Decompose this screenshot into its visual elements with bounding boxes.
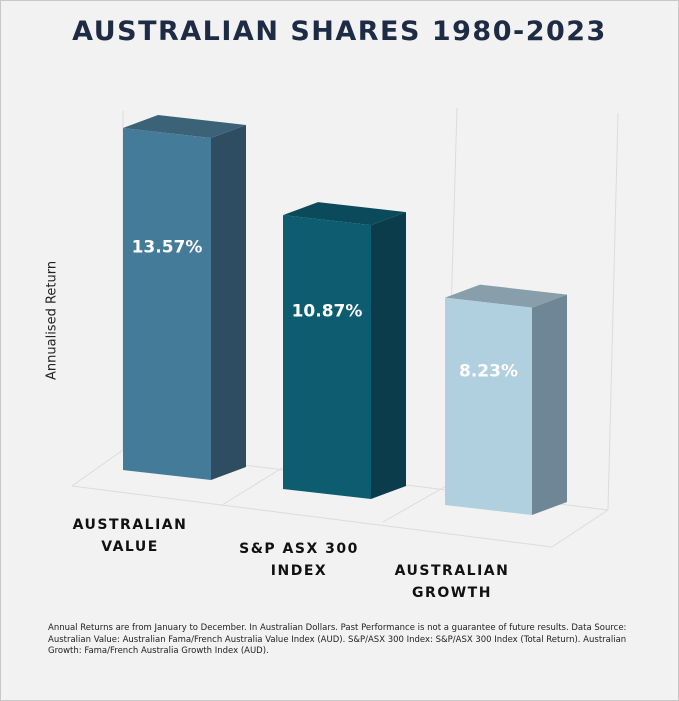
bar [283,215,371,500]
bar-top-face [445,284,567,308]
category-label-line: S&P ASX 300 [239,541,359,557]
floor-gridline [607,112,619,511]
footnote: Annual Returns are from January to Decem… [48,623,627,656]
bar-side-face [371,212,406,500]
bar-side-face [211,125,246,480]
bar-group [123,115,567,515]
bar [123,128,211,480]
category-label-australian-value: AUSTRALIAN VALUE [50,514,210,558]
category-label-line: AUSTRALIAN [394,563,510,579]
chart-title: AUSTRALIAN SHARES 1980-2023 [72,16,607,47]
category-label-line: GROWTH [412,585,492,601]
data-label: 10.87% [292,301,363,321]
category-label-line: VALUE [101,539,159,555]
bar [445,297,532,515]
floor-gridline [71,485,553,548]
data-label: 13.57% [132,238,203,258]
bar-top-face [283,202,406,226]
category-label-sp-asx-300-index: S&P ASX 300 INDEX [219,538,379,582]
floor-gridline [71,449,124,487]
category-label-line: INDEX [270,563,328,579]
data-label: 8.23% [459,361,518,381]
category-label-line: AUSTRALIAN [72,517,188,533]
floor-gridline [221,467,283,506]
bar-top-face [123,115,246,139]
floor-gridline [551,509,609,548]
data-label-group: 13.57% 10.87% 8.23% [132,238,518,382]
category-label-australian-growth: AUSTRALIAN GROWTH [372,560,532,604]
floor-gridline [382,485,447,523]
y-axis-label: Annualised Return [44,260,60,380]
bar-side-face [532,294,567,515]
